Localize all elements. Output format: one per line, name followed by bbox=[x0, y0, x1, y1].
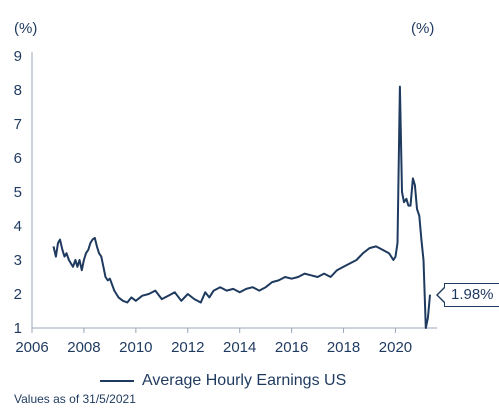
legend-swatch bbox=[100, 380, 134, 382]
legend: Average Hourly Earnings US bbox=[100, 372, 346, 390]
x-tick-label: 2018 bbox=[327, 339, 360, 356]
callout-arrow bbox=[435, 286, 445, 303]
y-tick-label: 9 bbox=[14, 48, 22, 65]
y-tick-label: 5 bbox=[14, 184, 22, 201]
callout-label: 1.98% bbox=[443, 282, 499, 307]
footnote: Values as of 31/5/2021 bbox=[14, 392, 136, 406]
y-axis: 1 2 3 4 5 6 7 8 9 bbox=[14, 48, 33, 337]
left-axis-unit: (%) bbox=[14, 20, 38, 37]
y-tick-label: 2 bbox=[14, 286, 22, 303]
y-tick-label: 1 bbox=[14, 320, 22, 337]
series-layer bbox=[52, 85, 431, 329]
x-tick-label: 2006 bbox=[15, 339, 48, 356]
x-tick-label: 2014 bbox=[223, 339, 256, 356]
y-tick-label: 7 bbox=[14, 116, 22, 133]
y-tick-label: 6 bbox=[14, 150, 22, 167]
right-axis-unit: (%) bbox=[411, 20, 435, 37]
x-tick-label: 2016 bbox=[275, 339, 308, 356]
y-tick-label: 3 bbox=[14, 252, 22, 269]
series-line-0 bbox=[52, 85, 431, 329]
last-value-callout: 1.98% bbox=[435, 282, 499, 307]
x-tick-label: 2020 bbox=[379, 339, 412, 356]
x-tick-label: 2010 bbox=[119, 339, 152, 356]
x-axis: 2006 2008 2010 2012 2014 2016 2018 2020 bbox=[15, 327, 437, 356]
legend-label: Average Hourly Earnings US bbox=[142, 372, 347, 389]
x-tick-label: 2008 bbox=[67, 339, 100, 356]
x-tick-label: 2012 bbox=[171, 339, 204, 356]
y-tick-label: 8 bbox=[14, 82, 22, 99]
y-tick-label: 4 bbox=[14, 218, 22, 235]
